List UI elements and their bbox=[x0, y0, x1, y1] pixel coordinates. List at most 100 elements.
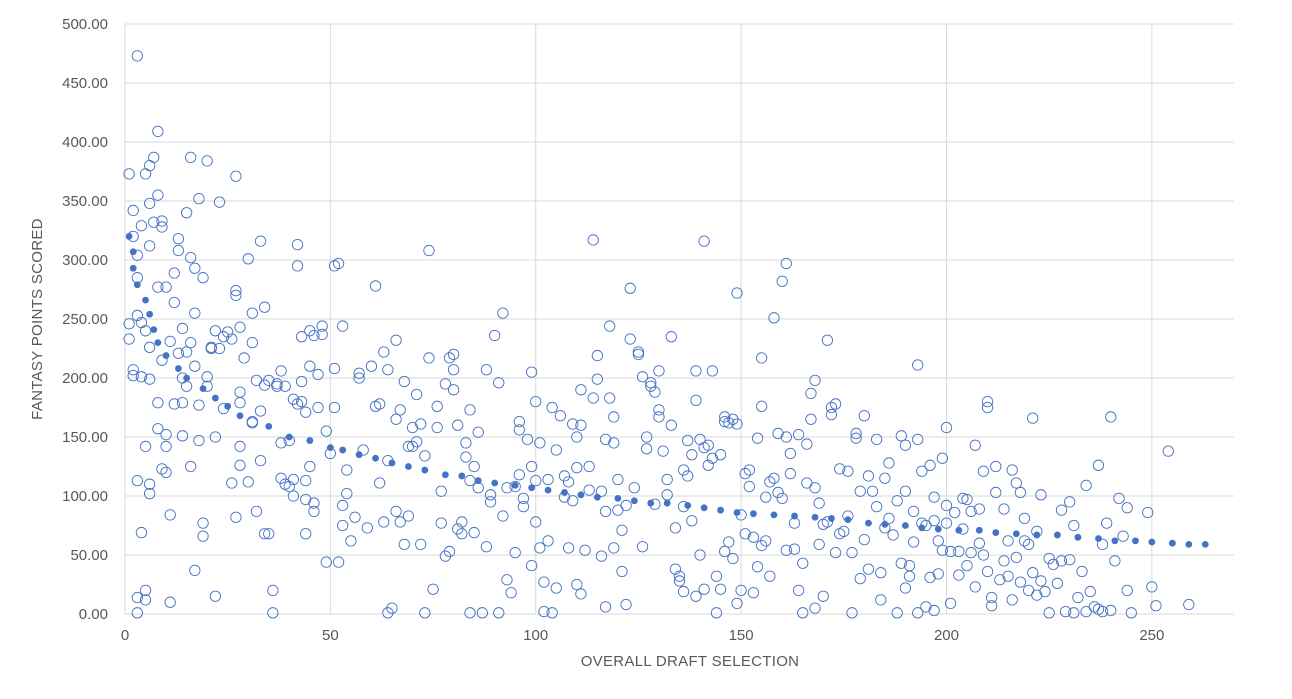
scatter-point bbox=[1027, 412, 1039, 424]
trend-point bbox=[663, 499, 671, 507]
scatter-point bbox=[131, 475, 143, 487]
scatter-point bbox=[751, 432, 764, 444]
scatter-point bbox=[427, 583, 439, 595]
scatter-point bbox=[591, 373, 604, 385]
scatter-point bbox=[587, 234, 599, 246]
series-scatter-points bbox=[123, 50, 1195, 619]
scatter-point bbox=[554, 410, 567, 422]
scatter-point bbox=[636, 371, 649, 383]
scatter-point bbox=[250, 505, 263, 517]
scatter-point bbox=[452, 419, 464, 431]
scatter-point bbox=[398, 375, 410, 388]
scatter-point bbox=[953, 569, 965, 581]
scatter-point bbox=[595, 485, 608, 497]
scatter-point bbox=[546, 607, 558, 619]
scatter-point bbox=[677, 464, 690, 476]
trend-point bbox=[129, 248, 137, 256]
scatter-point bbox=[632, 348, 645, 361]
scatter-point bbox=[801, 438, 813, 450]
scatter-point bbox=[817, 590, 829, 602]
y-tick-label: 200.00 bbox=[62, 370, 108, 387]
scatter-point bbox=[1043, 607, 1055, 619]
scatter-point bbox=[156, 463, 168, 475]
trend-point bbox=[881, 520, 889, 528]
scatter-point bbox=[513, 416, 525, 428]
scatter-point bbox=[468, 460, 480, 473]
scatter-point bbox=[160, 281, 172, 293]
scatter-point bbox=[300, 475, 312, 487]
scatter-point bbox=[148, 151, 160, 163]
scatter-point bbox=[423, 352, 435, 364]
scatter-point bbox=[632, 346, 645, 358]
scatter-point bbox=[608, 411, 620, 423]
scatter-point bbox=[907, 505, 920, 517]
scatter-point bbox=[291, 260, 304, 272]
trend-point bbox=[211, 394, 219, 402]
y-tick-label: 350.00 bbox=[62, 193, 108, 210]
scatter-point bbox=[156, 354, 168, 366]
scatter-point bbox=[669, 563, 682, 575]
trend-point bbox=[154, 339, 162, 346]
scatter-point bbox=[838, 525, 850, 538]
scatter-point bbox=[599, 601, 612, 613]
scatter-point bbox=[180, 207, 193, 219]
scatter-point bbox=[378, 516, 390, 528]
scatter-point bbox=[419, 450, 431, 462]
trend-point bbox=[992, 529, 1000, 536]
scatter-point bbox=[792, 428, 805, 441]
scatter-point bbox=[291, 239, 304, 251]
scatter-point bbox=[127, 369, 139, 382]
y-tick-label: 250.00 bbox=[62, 311, 108, 328]
scatter-point bbox=[1055, 555, 1068, 567]
scatter-point bbox=[579, 544, 591, 556]
scatter-point bbox=[920, 601, 932, 613]
scatter-point bbox=[209, 325, 222, 337]
scatter-point bbox=[254, 405, 267, 417]
scatter-point bbox=[604, 392, 616, 404]
scatter-point bbox=[612, 473, 624, 486]
scatter-point bbox=[583, 484, 595, 496]
trend-point bbox=[902, 522, 909, 529]
scatter-point bbox=[903, 570, 916, 582]
scatter-point bbox=[525, 559, 538, 572]
scatter-point bbox=[415, 418, 427, 430]
scatter-point bbox=[953, 545, 965, 558]
scatter-point bbox=[661, 473, 673, 486]
scatter-point bbox=[690, 590, 702, 602]
scatter-point bbox=[135, 526, 148, 539]
x-axis-tick-labels: 0 50 100 150 200 250 bbox=[121, 627, 1165, 644]
scatter-point bbox=[254, 454, 267, 467]
scatter-point bbox=[616, 524, 628, 536]
scatter-point bbox=[193, 399, 205, 411]
scatter-point bbox=[197, 517, 209, 529]
scatter-point bbox=[809, 374, 821, 387]
scatter-point bbox=[242, 253, 254, 265]
scatter-point bbox=[575, 419, 587, 431]
scatter-point bbox=[390, 413, 402, 425]
trend-point bbox=[828, 515, 835, 522]
trend-point bbox=[1111, 537, 1119, 545]
scatter-point bbox=[320, 556, 332, 568]
scatter-point bbox=[788, 543, 801, 555]
scatter-point bbox=[484, 496, 497, 508]
scatter-point bbox=[862, 470, 875, 482]
scatter-point bbox=[690, 365, 702, 377]
scatter-point bbox=[760, 535, 772, 547]
scatter-point bbox=[850, 432, 862, 444]
scatter-point bbox=[189, 360, 201, 372]
scatter-point bbox=[780, 544, 792, 556]
scatter-point bbox=[259, 528, 271, 540]
scatter-point bbox=[932, 568, 944, 580]
x-tick-label: 100 bbox=[523, 627, 548, 644]
scatter-point bbox=[349, 511, 361, 523]
scatter-point bbox=[624, 333, 636, 345]
scatter-point bbox=[176, 397, 189, 409]
scatter-point bbox=[928, 491, 940, 503]
scatter-point bbox=[1035, 575, 1047, 587]
scatter-point bbox=[271, 380, 283, 392]
scatter-point bbox=[152, 281, 164, 293]
scatter-point bbox=[308, 505, 320, 517]
scatter-point bbox=[156, 215, 168, 227]
trend-point bbox=[199, 385, 207, 393]
scatter-point bbox=[805, 387, 817, 399]
